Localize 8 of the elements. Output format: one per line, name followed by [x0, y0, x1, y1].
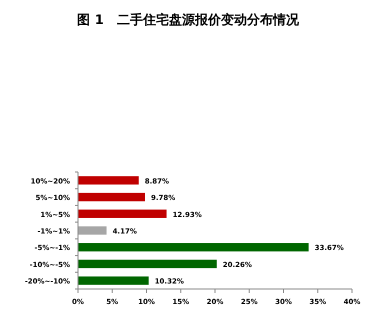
bar — [78, 192, 145, 202]
bar — [78, 226, 107, 235]
bar — [78, 243, 309, 252]
bar — [78, 176, 139, 185]
chart-title: 图 1 二手住宅盘源报价变动分布情况 — [77, 12, 300, 28]
bar — [78, 260, 217, 268]
bar — [78, 210, 167, 218]
bar — [78, 276, 149, 285]
